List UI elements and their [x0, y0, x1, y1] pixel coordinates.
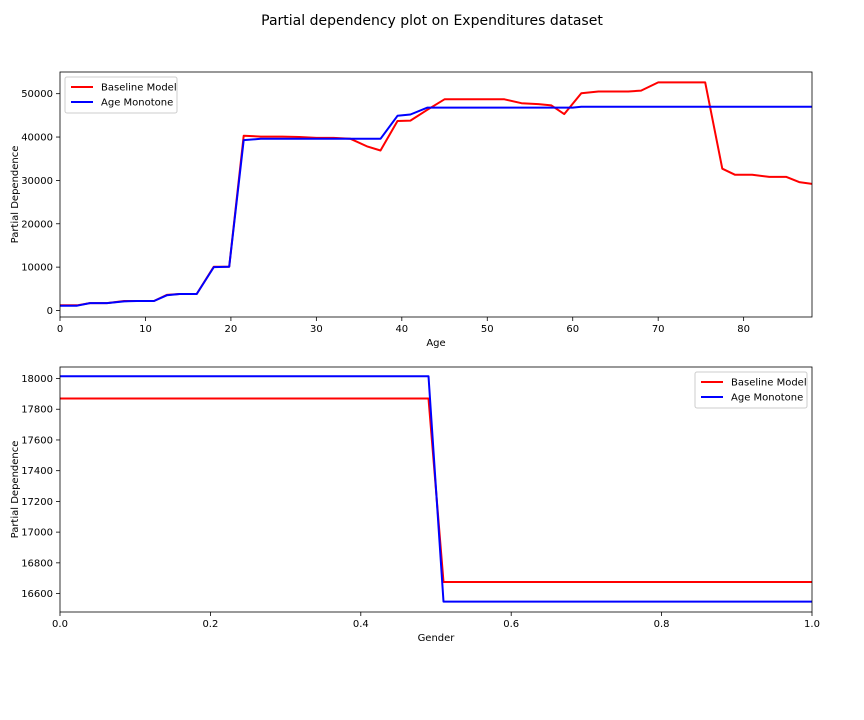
gender-chart-plot-frame	[59, 366, 813, 613]
age-chart-ticks: 0 10 20 30 40 50 60 70 80 0 10000 20000 30000 40000 50…	[21, 89, 750, 335]
legend-label: Baseline Model	[731, 378, 807, 389]
gender-chart-x-axis-label: Gender	[418, 633, 456, 644]
gender-partial-dependence-chart: 0.0 0.2 0.4 0.6 0.8 1.0 16600 16800 17000 17200 17…	[10, 366, 820, 644]
x-tick-label: 50	[481, 324, 494, 335]
series-line-age-monotone	[60, 375, 812, 603]
x-tick-label: 0.4	[353, 619, 369, 630]
age-partial-dependence-chart: 0 10 20 30 40 50 60 70 80 0 10000 20000 30000 40000 50…	[10, 71, 813, 349]
age-chart-legend: Baseline Model Age Monotone	[64, 76, 178, 114]
y-tick-label: 17200	[21, 497, 53, 508]
series-line-age-monotone	[60, 105, 812, 307]
x-tick-label: 0.8	[654, 619, 670, 630]
x-tick-label: 0	[57, 324, 63, 335]
gender-chart-legend: Baseline Model Age Monotone	[694, 371, 808, 409]
y-tick-label: 17800	[21, 405, 53, 416]
y-tick-label: 10000	[21, 263, 53, 274]
y-tick-label: 50000	[21, 89, 53, 100]
x-tick-label: 0.0	[52, 619, 68, 630]
x-tick-label: 20	[225, 324, 238, 335]
y-tick-label: 16800	[21, 558, 53, 569]
y-tick-label: 17400	[21, 466, 53, 477]
age-chart-plot-frame	[59, 71, 813, 318]
y-tick-label: 17000	[21, 528, 53, 539]
x-tick-label: 40	[395, 324, 408, 335]
y-tick-label: 40000	[21, 133, 53, 144]
x-tick-label: 80	[737, 324, 750, 335]
gender-chart-ticks: 0.0 0.2 0.4 0.6 0.8 1.0 16600 16800 17000 17200 17…	[21, 374, 820, 630]
gender-chart-lines	[60, 375, 812, 603]
y-tick-label: 30000	[21, 176, 53, 187]
x-tick-label: 70	[652, 324, 665, 335]
x-tick-label: 0.2	[202, 619, 218, 630]
legend-label: Baseline Model	[101, 83, 177, 94]
y-tick-label: 17600	[21, 435, 53, 446]
age-chart-y-axis-label: Partial Dependence	[10, 146, 21, 244]
x-tick-label: 60	[566, 324, 579, 335]
legend-label: Age Monotone	[101, 98, 173, 109]
y-tick-label: 18000	[21, 374, 53, 385]
legend-label: Age Monotone	[731, 393, 803, 404]
x-tick-label: 0.6	[503, 619, 519, 630]
y-tick-label: 0	[47, 306, 53, 317]
age-chart-x-axis-label: Age	[426, 338, 445, 349]
x-tick-label: 30	[310, 324, 323, 335]
figure-title: Partial dependency plot on Expenditures …	[261, 13, 603, 29]
x-tick-label: 10	[139, 324, 152, 335]
series-line-baseline-model	[60, 81, 812, 307]
y-tick-label: 20000	[21, 219, 53, 230]
age-chart-lines	[60, 81, 812, 307]
gender-chart-y-axis-label: Partial Dependence	[10, 441, 21, 539]
x-tick-label: 1.0	[804, 619, 820, 630]
y-tick-label: 16600	[21, 589, 53, 600]
